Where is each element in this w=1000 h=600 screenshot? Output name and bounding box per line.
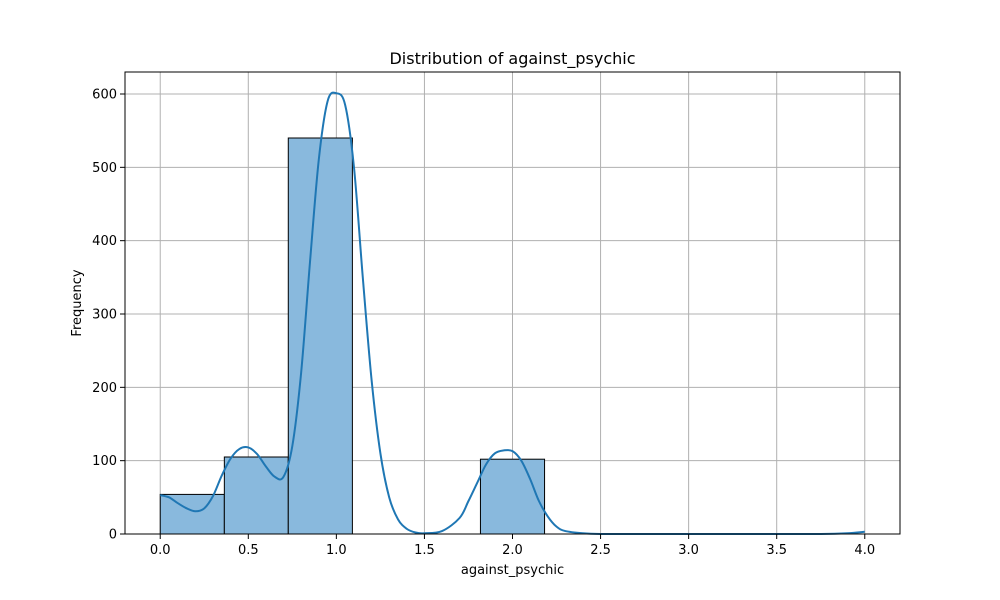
kde-layer <box>159 91 865 536</box>
x-ticks: 0.0 0.5 1.0 1.5 2.0 2.5 3.0 3.5 4.0 <box>150 534 875 558</box>
x-tick-label: 2.0 <box>502 543 523 558</box>
y-tick-label: 600 <box>92 88 117 103</box>
bars-layer <box>159 137 546 535</box>
y-tick-label: 200 <box>92 381 117 396</box>
y-tick-label: 300 <box>92 308 117 323</box>
x-tick-label: 1.0 <box>326 543 347 558</box>
y-tick-label: 0 <box>109 528 117 543</box>
y-ticks: 0 100 200 300 400 500 600 <box>92 88 125 543</box>
x-tick-label: 3.5 <box>766 543 787 558</box>
x-tick-label: 4.0 <box>854 543 875 558</box>
x-tick-label: 2.5 <box>590 543 611 558</box>
x-axis-label: against_psychic <box>461 563 564 578</box>
x-tick-label: 0.5 <box>238 543 259 558</box>
y-axis-label: Frequency <box>70 269 85 336</box>
y-tick-label: 400 <box>92 234 117 249</box>
kde-curve <box>159 91 865 536</box>
x-tick-label: 0.0 <box>150 543 171 558</box>
x-tick-label: 3.0 <box>678 543 699 558</box>
histogram-bar <box>223 456 289 535</box>
y-tick-label: 100 <box>92 454 117 469</box>
x-tick-label: 1.5 <box>414 543 435 558</box>
histogram-bar <box>159 493 225 535</box>
y-tick-label: 500 <box>92 161 117 176</box>
chart-title: Distribution of against_psychic <box>389 49 635 69</box>
histogram-bar <box>479 458 546 535</box>
histogram-bar <box>287 137 353 535</box>
